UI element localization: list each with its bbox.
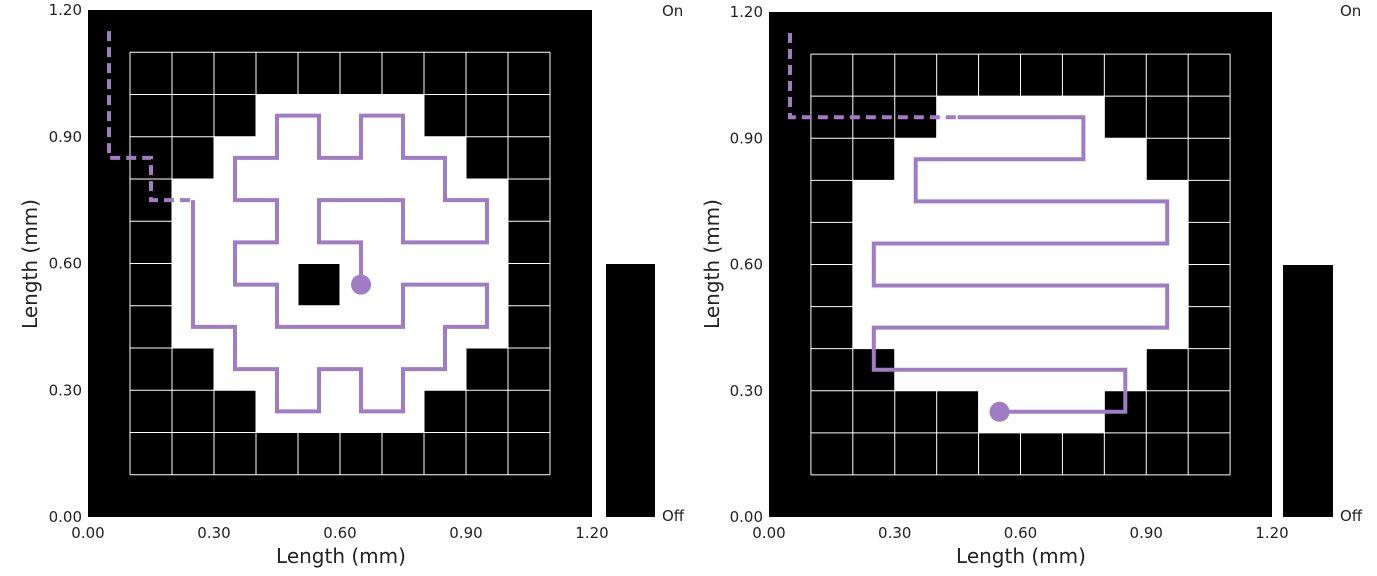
colorbar-on-label: On xyxy=(1340,2,1361,20)
x-tick-label: 0.00 xyxy=(752,524,785,542)
y-axis-label: Length (mm) xyxy=(700,199,724,329)
x-tick-label: 0.30 xyxy=(197,524,230,542)
y-tick-label: 0.90 xyxy=(49,128,82,146)
scan-path-end-point xyxy=(351,274,371,295)
y-tick-label: 0.60 xyxy=(730,256,763,274)
on-island xyxy=(298,263,340,306)
colorbar-on-label: On xyxy=(662,2,683,20)
y-axis-label: Length (mm) xyxy=(18,199,42,329)
scan-path-dashed xyxy=(107,31,193,203)
scan-path-dashed xyxy=(788,33,958,120)
y-tick-label: 0.00 xyxy=(49,508,82,526)
x-tick-label: 0.60 xyxy=(1004,524,1037,542)
off-region xyxy=(852,96,1189,433)
x-tick-label: 0.30 xyxy=(878,524,911,542)
colorbar-off-label: Off xyxy=(1340,507,1363,525)
y-tick-label: 0.90 xyxy=(730,129,763,147)
colorbar xyxy=(606,264,655,517)
scan-path-solid xyxy=(871,115,1170,414)
scan-path-solid xyxy=(191,113,489,414)
x-axis-label: Length (mm) xyxy=(276,544,406,568)
y-tick-label: 1.20 xyxy=(49,1,82,19)
x-axis-label: Length (mm) xyxy=(956,544,1086,568)
x-tick-label: 1.20 xyxy=(1255,524,1288,542)
x-tick-label: 0.60 xyxy=(323,524,356,542)
x-tick-label: 0.00 xyxy=(71,524,104,542)
scan-path-end-point xyxy=(989,401,1010,422)
x-tick-label: 1.20 xyxy=(575,524,608,542)
x-tick-label: 0.90 xyxy=(1130,524,1163,542)
colorbar-off-label: Off xyxy=(662,507,685,525)
heatmap-panel-right: Length (mm) Length (mm) On Off 0.00 0.30 0… xyxy=(700,2,1363,568)
heatmap-panel-left: Length (mm) Length (mm) On Off 0.00 0.30 0… xyxy=(18,1,685,568)
y-tick-label: 0.00 xyxy=(730,508,763,526)
colorbar xyxy=(1283,265,1333,517)
y-tick-label: 1.20 xyxy=(730,3,763,21)
y-tick-label: 0.60 xyxy=(49,255,82,273)
x-tick-label: 0.90 xyxy=(449,524,482,542)
y-tick-label: 0.30 xyxy=(730,382,763,400)
y-tick-label: 0.30 xyxy=(49,381,82,399)
